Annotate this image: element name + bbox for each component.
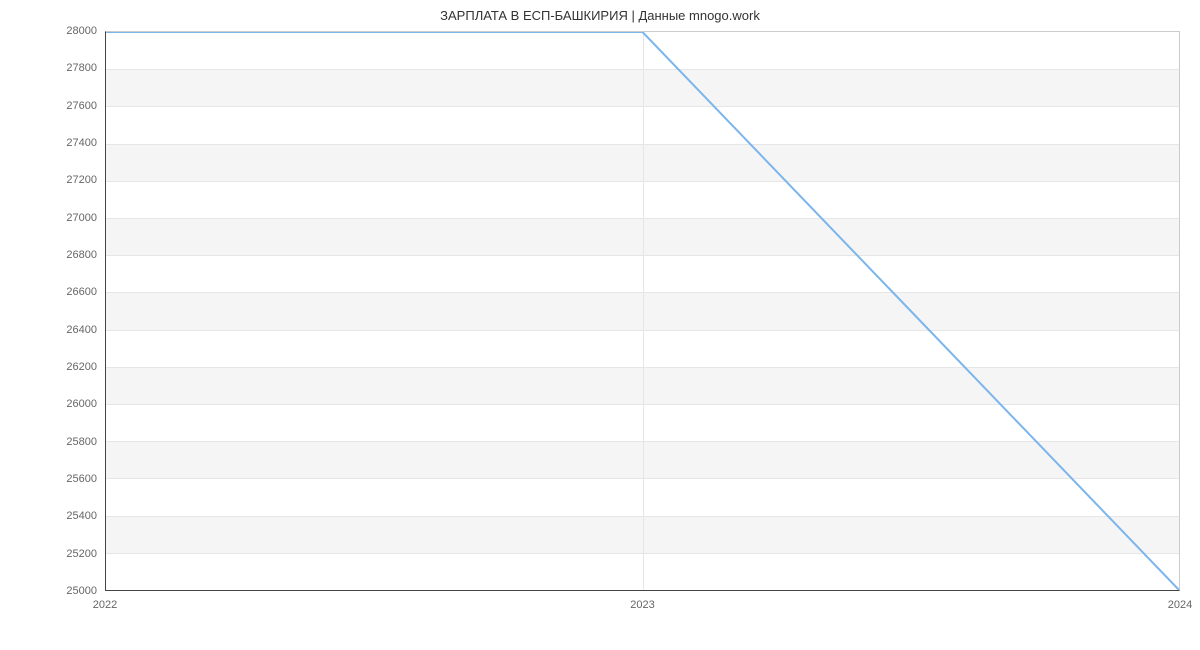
y-axis-label: 25800 [66, 436, 105, 448]
y-axis-label: 27200 [66, 174, 105, 186]
y-axis-label: 27000 [66, 212, 105, 224]
y-axis-label: 27600 [66, 100, 105, 112]
y-axis-label: 26200 [66, 361, 105, 373]
plot-area [105, 31, 1180, 591]
y-axis-label: 26800 [66, 249, 105, 261]
x-axis-label: 2024 [1168, 591, 1192, 611]
line-series [106, 32, 1179, 590]
y-axis-label: 27400 [66, 137, 105, 149]
y-axis-label: 26000 [66, 398, 105, 410]
y-axis-label: 28000 [66, 25, 105, 37]
x-gridline [1179, 32, 1180, 590]
y-axis-label: 27800 [66, 62, 105, 74]
y-axis-label: 26400 [66, 324, 105, 336]
x-axis-label: 2022 [93, 591, 117, 611]
chart-area: 2500025200254002560025800260002620026400… [105, 31, 1180, 591]
y-axis-label: 25600 [66, 473, 105, 485]
y-axis-label: 25400 [66, 510, 105, 522]
chart-title: ЗАРПЛАТА В ЕСП-БАШКИРИЯ | Данные mnogo.w… [0, 0, 1200, 31]
y-axis-label: 26600 [66, 286, 105, 298]
x-axis-label: 2023 [630, 591, 654, 611]
y-axis-label: 25200 [66, 548, 105, 560]
